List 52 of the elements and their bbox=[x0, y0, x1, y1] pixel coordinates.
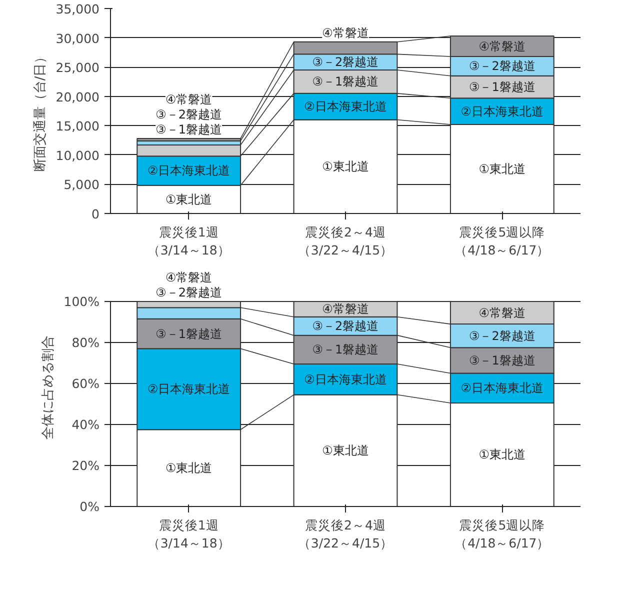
y-tick-label: 0 bbox=[92, 206, 100, 222]
y-tick-label: 100% bbox=[64, 294, 100, 309]
text: ③－2磐越道 bbox=[312, 55, 379, 70]
text: ③－2磐越道 bbox=[156, 108, 222, 122]
text: ②日本海東北道 bbox=[304, 372, 387, 386]
text: ③－1磐越道 bbox=[468, 353, 536, 368]
text: ②日本海東北道 bbox=[460, 104, 544, 118]
text: ③－1磐越道 bbox=[156, 122, 222, 137]
text: ④常磐道 bbox=[322, 26, 369, 40]
x-tick-label: 震災後2～4週（3/22～4/15） bbox=[298, 224, 394, 258]
series-label: ③－1磐越道 bbox=[468, 80, 536, 94]
series-label: ①東北道 bbox=[478, 448, 526, 462]
y-axis-title: 全体に占める割合 bbox=[40, 336, 56, 440]
y-tick-label: 60% bbox=[72, 376, 100, 391]
text: ④常磐道 bbox=[165, 92, 212, 107]
series-label: ①東北道 bbox=[165, 192, 212, 206]
text: ①東北道 bbox=[322, 444, 369, 458]
legend-label: ③－2磐越道 bbox=[468, 59, 536, 74]
y-tick-label: 20,000 bbox=[56, 89, 100, 104]
y-tick-label: 15,000 bbox=[56, 118, 100, 134]
y-axis-title: 断面交通量（台/日） bbox=[32, 50, 48, 172]
y-tick-label: 20% bbox=[72, 458, 100, 473]
x-tick-label: 震災後5週以降（4/18～6/17） bbox=[454, 224, 550, 258]
text: ①東北道 bbox=[322, 160, 369, 174]
x-tick-label: 震災後2～4週（3/22～4/15） bbox=[298, 518, 394, 550]
text: ②日本海東北道 bbox=[147, 164, 230, 178]
series-label: ②日本海東北道 bbox=[304, 100, 387, 114]
text: ③－1磐越道 bbox=[156, 326, 222, 341]
text: ①東北道 bbox=[478, 162, 526, 176]
y-tick-label: 40% bbox=[72, 417, 100, 432]
legend-label: ④常磐道 bbox=[478, 39, 526, 54]
legend-label: ④常磐道 bbox=[322, 302, 369, 316]
legend-label: ③－2磐越道 bbox=[312, 319, 379, 334]
x-tick-label: 震災後1週（3/14～18） bbox=[147, 518, 230, 550]
y-tick-label: 10,000 bbox=[56, 148, 100, 163]
y-tick-label: 30,000 bbox=[56, 30, 100, 46]
y-tick-label: 0% bbox=[80, 499, 100, 514]
series-label: ②日本海東北道 bbox=[460, 381, 544, 396]
x-tick-label: 震災後5週以降（4/18～6/17） bbox=[454, 518, 550, 550]
text: ③－1磐越道 bbox=[312, 74, 379, 89]
text: ④常磐道 bbox=[478, 306, 526, 320]
text: ④常磐道 bbox=[165, 270, 212, 284]
y-tick-label: 35,000 bbox=[56, 2, 100, 16]
text: ①東北道 bbox=[165, 461, 212, 476]
legend-label: ③－1磐越道 bbox=[312, 342, 379, 357]
text: ③－2磐越道 bbox=[468, 328, 536, 343]
y-tick-label: 5,000 bbox=[64, 177, 100, 192]
x-tick-label: 震災後1週（3/14～18） bbox=[147, 224, 230, 258]
text: ③－2磐越道 bbox=[156, 286, 222, 300]
y-tick-label: 25,000 bbox=[56, 60, 100, 76]
y-tick-label: 80% bbox=[72, 335, 100, 350]
text: ②日本海東北道 bbox=[147, 382, 230, 396]
